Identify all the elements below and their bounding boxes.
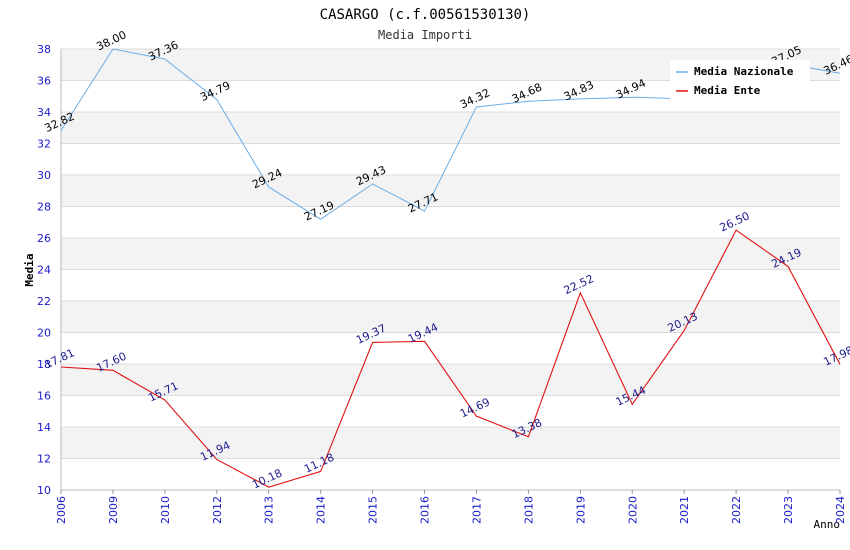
grid-band <box>61 269 840 301</box>
x-tick-label: 2021 <box>678 496 691 524</box>
y-axis-label: Media <box>23 253 36 286</box>
x-tick-label: 2006 <box>55 496 68 524</box>
y-axis-ticks: 10 12 14 16 18 20 22 24 26 28 30 32 34 36 38 <box>37 43 51 497</box>
y-tick-label: 38 <box>37 43 51 56</box>
y-tick-label: 30 <box>37 169 51 182</box>
x-axis-label: Anno <box>814 518 841 531</box>
grid-band <box>61 395 840 427</box>
y-tick-label: 26 <box>37 232 51 245</box>
grid-band <box>61 206 840 238</box>
x-tick-label: 2009 <box>107 496 120 524</box>
x-tick-label: 2022 <box>730 496 743 524</box>
x-tick-label: 2016 <box>419 496 432 524</box>
y-tick-label: 36 <box>37 75 51 88</box>
x-axis-ticks: 2006 2009 2010 2012 2013 2014 2015 2016 2017 2018… <box>55 490 847 524</box>
legend-box <box>670 60 810 102</box>
x-tick-label: 2010 <box>159 496 172 524</box>
x-tick-label: 2017 <box>470 496 483 524</box>
grid-band <box>61 458 840 490</box>
legend-label-media-ente: Media Ente <box>694 84 761 97</box>
grid-band <box>61 427 840 459</box>
x-tick-label: 2019 <box>574 496 587 524</box>
y-tick-label: 12 <box>37 453 51 466</box>
legend: Media Nazionale Media Ente <box>670 60 810 102</box>
grid-lines <box>60 48 840 491</box>
grid-band <box>61 238 840 270</box>
x-tick-label: 2020 <box>626 496 639 524</box>
x-tick-label: 2015 <box>367 496 380 524</box>
grid-bands <box>61 49 840 490</box>
x-tick-label: 2023 <box>782 496 795 524</box>
chart-title: CASARGO (c.f.00561530130) <box>320 7 531 23</box>
x-tick-label: 2013 <box>263 496 276 524</box>
y-tick-label: 16 <box>37 390 51 403</box>
legend-label-media-nazionale: Media Nazionale <box>694 65 794 78</box>
grid-band <box>61 332 840 364</box>
grid-band <box>61 175 840 207</box>
x-tick-label: 2012 <box>211 496 224 524</box>
grid-band <box>61 301 840 333</box>
x-tick-label: 2018 <box>522 496 535 524</box>
x-tick-label: 2024 <box>834 496 847 524</box>
y-tick-label: 28 <box>37 201 51 214</box>
y-tick-label: 22 <box>37 295 51 308</box>
y-tick-label: 14 <box>37 421 51 434</box>
y-tick-label: 20 <box>37 327 51 340</box>
y-tick-label: 34 <box>37 106 51 119</box>
y-tick-label: 24 <box>37 264 51 277</box>
grid-band <box>61 364 840 396</box>
x-tick-label: 2014 <box>315 496 328 524</box>
grid-band <box>61 112 840 144</box>
y-tick-label: 32 <box>37 138 51 151</box>
series-line-media-ente <box>60 229 841 488</box>
y-tick-label: 10 <box>37 484 51 497</box>
chart-subtitle: Media Importi <box>378 28 472 42</box>
y-tick-label: 18 <box>37 358 51 371</box>
